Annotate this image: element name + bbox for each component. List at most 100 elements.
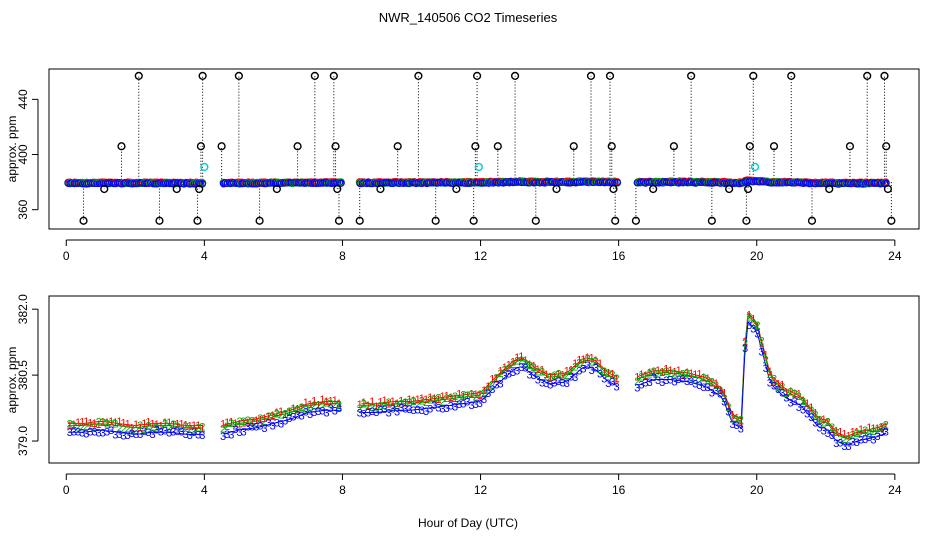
series3-point: 3 [850,436,856,448]
series3-point: 3 [854,437,860,449]
outlier-point [669,142,678,151]
outlier-point [217,142,226,151]
series1-point: 1 [228,417,234,429]
series3-point: 3 [386,407,392,419]
series1-point: 1 [406,394,412,406]
series2-point: 2 [788,387,794,399]
series3-point: 3 [166,428,172,440]
series1-point: 1 [763,349,769,361]
series3-point: 3 [394,407,400,419]
series1-point: 1 [866,422,872,434]
series1-point: 1 [879,422,885,434]
series2-point: 2 [170,419,176,431]
series2-point: 2 [535,367,541,379]
series2-point: 2 [96,417,102,429]
raw-panel-y-tick-label: 440 [16,89,30,109]
raw-data-point [337,179,345,187]
series1-point: 1 [754,321,760,333]
series1-point: 1 [796,388,802,400]
outlier-point [569,142,578,151]
series3-point: 3 [759,347,765,359]
series1-point: 1 [158,421,164,433]
series2-point: 2 [220,424,226,436]
series2-point: 2 [667,368,673,380]
series2-point: 2 [543,372,549,384]
series1-point: 1 [112,417,118,429]
series1-line [68,312,887,437]
series3-point: 3 [589,365,595,377]
series1-point: 1 [485,381,491,393]
series1-point: 1 [825,417,831,429]
averaged-panel-x-tick-label: 20 [750,483,764,497]
series3-point: 3 [556,376,562,388]
series3-point: 3 [522,362,528,374]
outlier-point [193,216,202,225]
series3-point: 3 [324,408,330,420]
series3-point: 3 [510,367,516,379]
x-axis-label: Hour of Day (UTC) [418,516,518,530]
series1-point: 1 [593,355,599,367]
series3-point: 3 [249,422,255,434]
outlier-point [649,184,658,194]
series3-point: 3 [771,380,777,392]
series1-point: 1 [605,367,611,379]
series2-point: 2 [518,355,524,367]
series2-point: 2 [406,397,412,409]
series1-point: 1 [274,407,280,419]
series2-point: 2 [108,418,114,430]
series3-point: 3 [750,324,756,336]
series1-point: 1 [477,390,483,402]
series2-point: 2 [643,371,649,383]
series1-point: 1 [759,337,765,349]
series2-point: 2 [680,368,686,380]
averaged-panel-ylabel: approx. ppm [5,347,19,414]
series1-point: 1 [775,379,781,391]
series2-point: 2 [386,397,392,409]
series3-point: 3 [572,372,578,384]
series2-point: 2 [580,357,586,369]
series3-point: 3 [427,403,433,415]
series1-point: 1 [535,364,541,376]
series2-point: 2 [663,366,669,378]
series1-point: 1 [382,395,388,407]
series2-point: 2 [369,402,375,414]
series1-point: 1 [174,418,180,430]
series2-point: 2 [609,370,615,382]
series1-point: 1 [435,394,441,406]
series2-point: 2 [593,356,599,368]
series2-point: 2 [651,366,657,378]
series3-point: 3 [145,427,151,439]
series3-point: 3 [141,426,147,438]
series2-point: 2 [431,395,437,407]
series3-point: 3 [481,394,487,406]
series1-point: 1 [506,360,512,372]
series1-point: 1 [390,396,396,408]
series3-point: 3 [788,398,794,410]
series3-point: 3 [336,403,342,415]
series1-point: 1 [75,417,81,429]
outlier-point [882,142,891,151]
series1-point: 1 [195,420,201,432]
series2-point: 2 [638,371,644,383]
series1-point: 1 [647,367,653,379]
series3-point: 3 [477,398,483,410]
series2-point: 2 [527,360,533,372]
series1-point: 1 [361,397,367,409]
series2-point: 2 [477,389,483,401]
series2-point: 2 [191,425,197,437]
series1-point: 1 [493,374,499,386]
series1-point: 1 [841,429,847,441]
series3-point: 3 [655,375,661,387]
series1-point: 1 [67,420,73,432]
series2-point: 2 [460,390,466,402]
series3-point: 3 [489,384,495,396]
series2-point: 2 [228,418,234,430]
series2-point: 2 [572,361,578,373]
series1-point: 1 [133,419,139,431]
series1-point: 1 [307,399,313,411]
series3-point: 3 [137,429,143,441]
series3-point: 3 [535,375,541,387]
series2-point: 2 [87,421,93,433]
series3-point: 3 [875,431,881,443]
